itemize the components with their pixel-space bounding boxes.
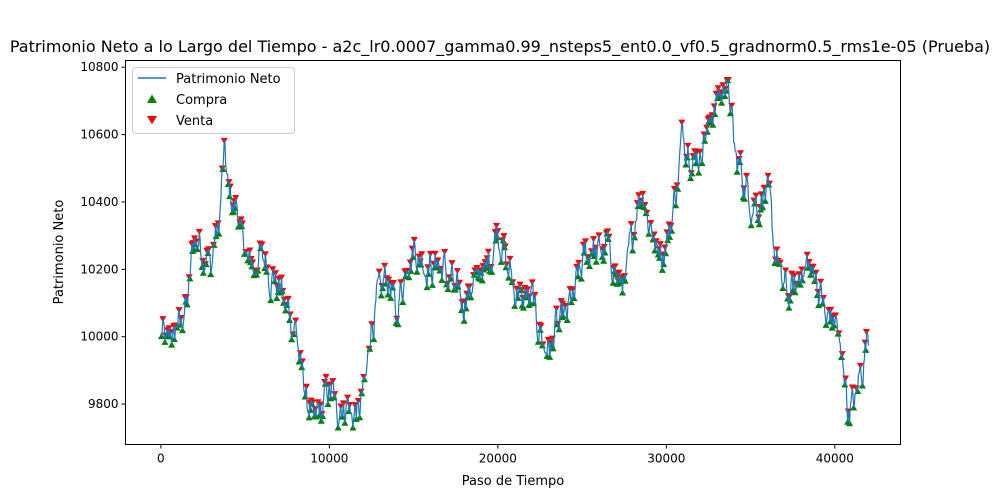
x-tick-label: 40000 [816,452,854,466]
legend-label-buy: Compra [176,93,227,108]
x-axis: 0 10000 20000 30000 40000 [157,444,854,466]
x-axis-label: Paso de Tiempo [462,474,565,489]
y-tick-label: 10600 [80,128,118,142]
legend-sell-marker [147,116,157,125]
x-tick-label: 30000 [647,452,685,466]
legend-label-networth: Patrimonio Neto [176,72,281,87]
x-tick-label: 10000 [310,452,348,466]
plot-frame [125,60,901,445]
y-axis: 9800 10000 10200 10400 10600 10800 [80,60,126,411]
legend: Patrimonio Neto Compra Venta [132,67,295,134]
x-tick-label: 20000 [479,452,517,466]
y-tick-label: 10200 [80,262,118,276]
y-tick-label: 10800 [80,60,118,74]
y-tick-label: 9800 [88,397,119,411]
x-tick-label: 0 [157,452,165,466]
legend-box [132,67,295,134]
y-tick-label: 10400 [80,195,118,209]
chart-title: Patrimonio Neto a lo Largo del Tiempo - … [10,37,990,57]
y-tick-label: 10000 [80,330,118,344]
networth-series [160,79,870,429]
y-axis-label: Patrimonio Neto [52,200,67,305]
legend-label-sell: Venta [176,114,213,129]
legend-buy-marker [147,94,157,103]
networth-line [160,79,870,429]
